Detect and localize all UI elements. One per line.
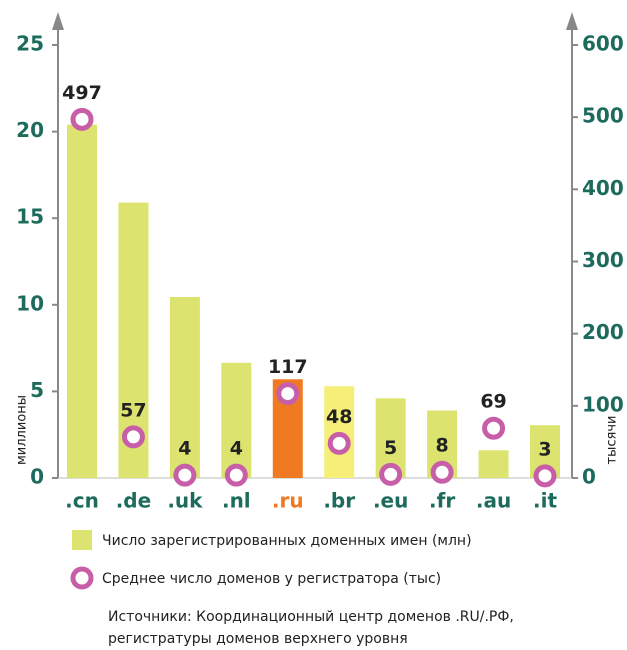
data-label: 4 <box>230 438 243 460</box>
bar <box>169 297 200 478</box>
data-label: 117 <box>268 356 308 378</box>
data-label: 57 <box>120 399 146 421</box>
x-tick-label: .br <box>323 489 355 513</box>
dot <box>327 431 351 455</box>
dot <box>430 460 454 484</box>
source-note: регистратуры доменов верхнего уровня <box>108 631 408 647</box>
dot <box>276 382 300 406</box>
dot <box>224 463 248 487</box>
legend-label: Число зарегистрированных доменных имен (… <box>102 533 472 549</box>
bar <box>478 450 509 478</box>
legend-label: Среднее число доменов у регистратора (ты… <box>102 571 441 587</box>
y-tick-label: 25 <box>16 32 44 56</box>
dot <box>482 416 506 440</box>
data-label: 8 <box>435 435 448 457</box>
y2-tick-label: 200 <box>582 320 624 344</box>
y2-tick-label: 500 <box>582 104 624 128</box>
x-tick-label: .nl <box>222 489 251 513</box>
x-tick-label: .it <box>533 489 557 513</box>
data-label: 497 <box>62 82 102 104</box>
bar <box>67 124 97 478</box>
dot <box>533 464 557 488</box>
legend-swatch <box>70 566 94 590</box>
source-note: Источники: Координационный центр доменов… <box>108 609 514 625</box>
y2-tick-label: 0 <box>582 465 596 489</box>
y-tick-label: 20 <box>16 118 44 142</box>
x-tick-label: .de <box>116 489 151 513</box>
dot <box>173 463 197 487</box>
y2-tick-label: 400 <box>582 176 624 200</box>
data-label: 5 <box>384 437 397 459</box>
bar <box>221 362 252 478</box>
x-tick-label: .au <box>476 489 511 513</box>
data-label: 48 <box>326 406 352 428</box>
legend-swatch <box>72 530 92 550</box>
x-tick-label: .fr <box>429 489 455 513</box>
y-tick-label: 0 <box>30 465 44 489</box>
x-tick-label: .cn <box>65 489 99 513</box>
data-label: 69 <box>480 391 506 413</box>
x-tick-label: .eu <box>373 489 408 513</box>
dot <box>379 462 403 486</box>
data-label: 3 <box>538 438 551 460</box>
y2-tick-label: 600 <box>582 32 624 56</box>
y2-axis-label: тысячи <box>605 416 620 465</box>
dot <box>121 425 145 449</box>
y2-tick-label: 300 <box>582 248 624 272</box>
y2-tick-label: 100 <box>582 392 624 416</box>
y-tick-label: 15 <box>16 205 44 229</box>
x-tick-label: .ru <box>272 489 304 513</box>
y-tick-label: 5 <box>30 378 44 402</box>
y-axis-arrow <box>52 12 64 30</box>
y-axis-label: миллионы <box>15 395 30 465</box>
dot <box>70 107 94 131</box>
y-tick-label: 10 <box>16 291 44 315</box>
x-tick-label: .uk <box>167 489 203 513</box>
data-label: 4 <box>178 438 191 460</box>
y2-axis-arrow <box>566 12 578 30</box>
